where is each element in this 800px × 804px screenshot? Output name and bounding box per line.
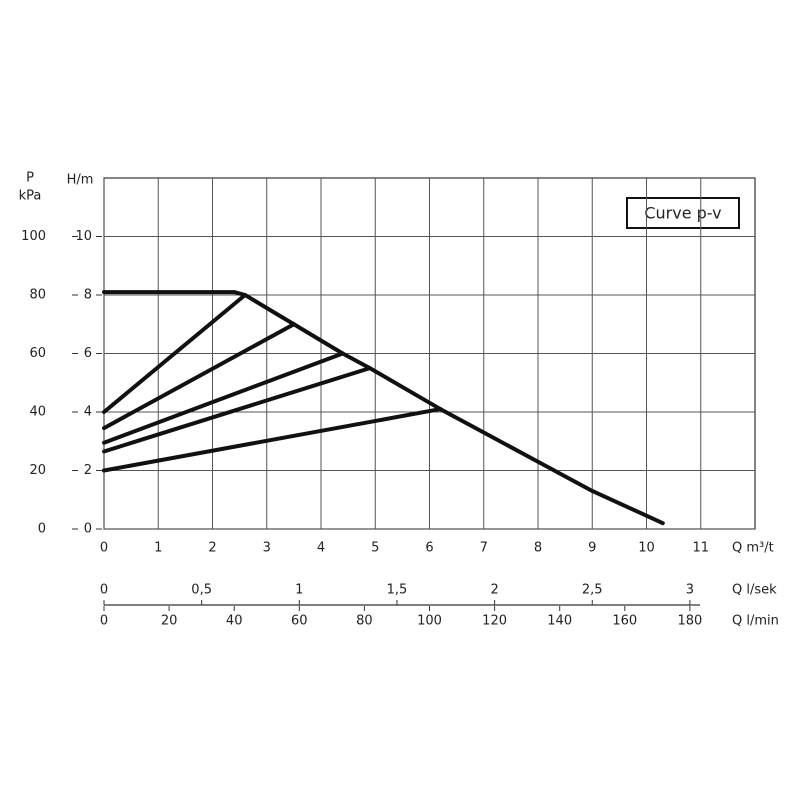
- y2-tick-label: 60: [29, 346, 46, 361]
- x-tick-label: 0: [100, 541, 108, 556]
- y2-tick-label: 80: [29, 288, 46, 303]
- y2-tick-label: 20: [29, 463, 46, 478]
- flow-tick-label: 40: [226, 614, 243, 629]
- x-tick-label: 5: [371, 541, 379, 556]
- lpm-axis-label: Q l/min: [732, 614, 779, 629]
- y-axis-label: H/m: [67, 173, 94, 188]
- y2-axis-label: P: [26, 171, 34, 186]
- y-tick-label: 8: [84, 288, 92, 303]
- flow-tick-label: 140: [547, 614, 572, 629]
- y-tick-label: 10: [75, 229, 92, 244]
- curve: [102, 290, 665, 526]
- x-tick-label: 4: [317, 541, 325, 556]
- x-tick-label: 11: [692, 541, 709, 556]
- flow-tick-label: 120: [482, 614, 507, 629]
- flow-tick-label: 160: [612, 614, 637, 629]
- x-tick-label: 9: [588, 541, 596, 556]
- flow-tick-label: 1: [295, 583, 303, 598]
- y2-tick-label: 100: [21, 229, 46, 244]
- x-tick-label: 8: [534, 541, 542, 556]
- annotation: Curve p-v: [644, 204, 721, 223]
- x-tick-label: 10: [638, 541, 655, 556]
- flow-tick-label: 20: [161, 614, 178, 629]
- x-tick-label: 7: [480, 541, 488, 556]
- y2-axis-unit: kPa: [19, 189, 42, 204]
- curve: [102, 351, 345, 445]
- y-tick-label: 0: [84, 522, 92, 537]
- flow-tick-label: 0: [100, 583, 108, 598]
- curve: [102, 293, 248, 414]
- y-tick-label: 4: [84, 405, 92, 420]
- annotation-box: [626, 197, 740, 229]
- flow-tick-label: 180: [677, 614, 702, 629]
- flow-tick-label: 2,5: [582, 583, 603, 598]
- flow-tick-label: 3: [686, 583, 694, 598]
- y-tick-label: 2: [84, 463, 92, 478]
- x-tick-label: 3: [263, 541, 271, 556]
- flow-tick-label: 2: [490, 583, 498, 598]
- curve: [102, 366, 372, 454]
- flow-tick-label: 80: [356, 614, 373, 629]
- lps-axis-label: Q l/sek: [732, 583, 777, 598]
- x-tick-label: 2: [208, 541, 216, 556]
- flow-tick-label: 0,5: [191, 583, 212, 598]
- y2-tick-label: 40: [29, 405, 46, 420]
- curve: [102, 322, 296, 431]
- x-tick-label: 6: [425, 541, 433, 556]
- y2-tick-label: 0: [38, 522, 46, 537]
- flow-tick-label: 100: [417, 614, 442, 629]
- y-tick-label: 6: [84, 346, 92, 361]
- flow-tick-label: 60: [291, 614, 308, 629]
- curve: [102, 407, 443, 473]
- x-axis-label: Q m³/t: [732, 541, 774, 556]
- flow-tick-label: 0: [100, 614, 108, 629]
- x-tick-label: 1: [154, 541, 162, 556]
- flow-tick-label: 1,5: [387, 583, 408, 598]
